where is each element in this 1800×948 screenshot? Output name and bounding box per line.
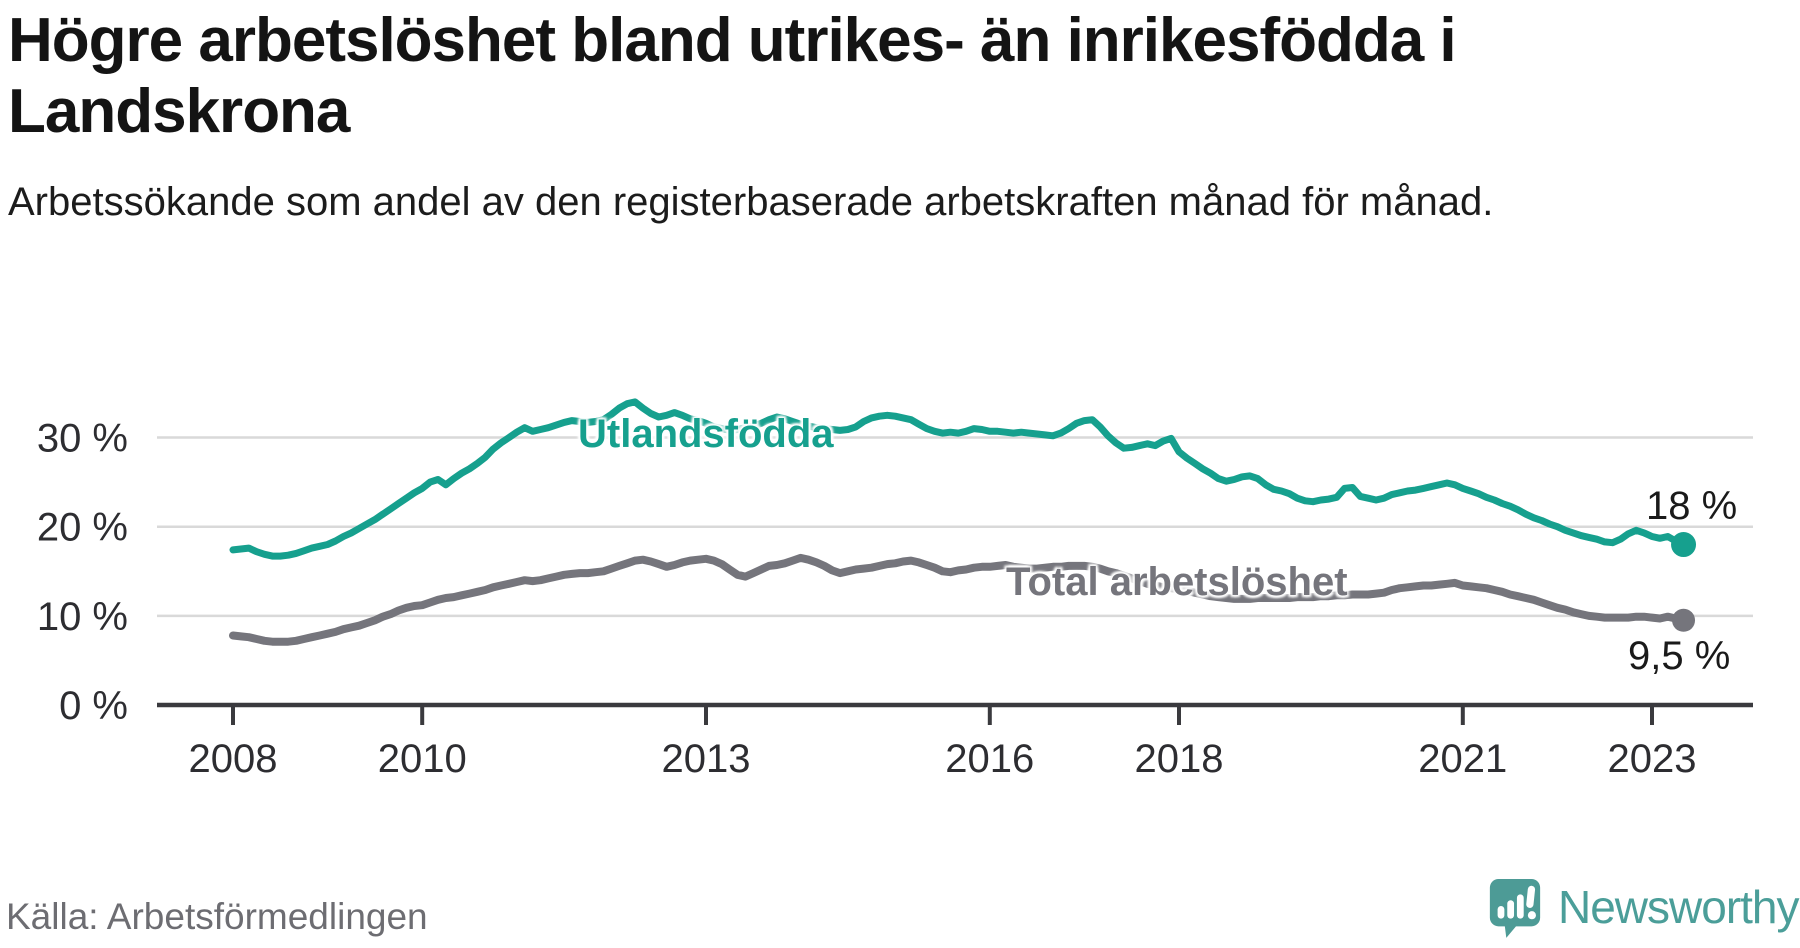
y-axis-label-0: 0 %: [59, 684, 128, 728]
x-axis-label-2018: 2018: [1135, 737, 1224, 781]
x-axis-label-2013: 2013: [662, 737, 751, 781]
end-dot-utlandsfodda: [1671, 532, 1697, 558]
source-attribution: Källa: Arbetsförmedlingen: [6, 896, 428, 937]
x-axis-label-2021: 2021: [1418, 737, 1507, 781]
x-axis-label-2010: 2010: [378, 737, 467, 781]
series-label-total-arbetsloshet: Total arbetslöshet: [1006, 560, 1348, 604]
bar-3: [1516, 894, 1524, 919]
exclamation-dot: [1527, 911, 1536, 920]
page-title: Högre arbetslöshet bland utrikes- än inr…: [8, 6, 1457, 146]
exclamation-bar: [1526, 885, 1536, 908]
bar-1: [1497, 906, 1505, 919]
end-value-label-utlandsfodda: 18 %: [1646, 484, 1738, 528]
series-line-utlandsfodda: [229, 398, 1687, 560]
series-label-utlandsfodda: Utlandsfödda: [578, 412, 834, 456]
x-axis-label-2016: 2016: [945, 737, 1034, 781]
y-axis-label-30: 30 %: [37, 417, 128, 461]
end-value-label-total: 9,5 %: [1628, 634, 1731, 678]
y-axis-label-10: 10 %: [37, 595, 128, 639]
series-line-total-arbetsloshet: [229, 553, 1688, 646]
newsworthy-logo: Newsworthy: [1486, 872, 1800, 942]
chart-subtitle: Arbetssökande som andel av den registerb…: [8, 180, 1494, 224]
newsworthy-logo-text: Newsworthy: [1558, 881, 1800, 933]
bar-2: [1507, 900, 1515, 919]
x-axis-label-2023: 2023: [1608, 737, 1697, 781]
y-axis-label-20: 20 %: [37, 506, 128, 550]
newsworthy-logo-icon: [1489, 878, 1541, 938]
end-dot-total: [1672, 608, 1696, 632]
x-axis-label-2008: 2008: [189, 737, 278, 781]
